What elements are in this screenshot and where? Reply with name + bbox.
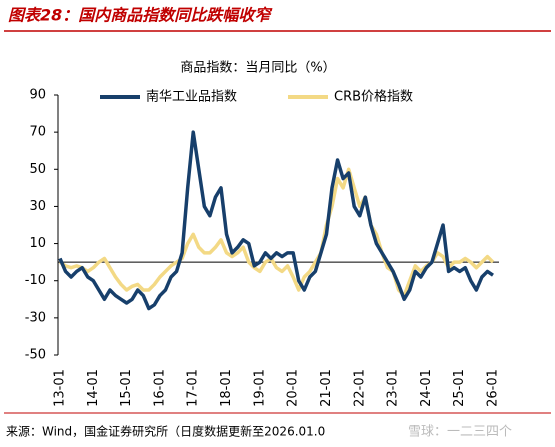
x-tick-label: 18-01 <box>219 369 234 407</box>
x-tick-label: 19-01 <box>252 369 267 407</box>
series-line <box>59 167 495 298</box>
x-tick-label: 17-01 <box>186 369 201 407</box>
y-tick-label: 50 <box>29 162 46 177</box>
legend-label: 南华工业品指数 <box>146 89 237 105</box>
y-tick-label: 90 <box>29 88 46 103</box>
x-tick-label: 20-01 <box>286 369 301 407</box>
x-tick-label: 23-01 <box>386 369 401 407</box>
x-tick-label: 22-01 <box>352 369 367 407</box>
y-tick-label: 30 <box>29 199 46 214</box>
series-line <box>58 130 494 311</box>
y-tick-label: -30 <box>25 310 46 325</box>
x-tick-label: 26-01 <box>486 369 501 407</box>
source: 来源：Wind，国金证券研究所（日度数据更新至2026.01.0 <box>6 424 325 439</box>
x-tick-label: 16-01 <box>152 369 167 407</box>
figure-title: 图表28：国内商品指数同比跌幅收窄 <box>8 6 273 25</box>
y-tick-label: -50 <box>25 348 46 363</box>
y-tick-label: 70 <box>29 125 46 140</box>
x-tick-label: 15-01 <box>119 369 134 407</box>
x-tick-label: 24-01 <box>419 369 434 407</box>
x-tick-label: 13-01 <box>53 369 68 407</box>
y-tick-label: -10 <box>25 273 46 288</box>
watermark: 雪球：一二三四个 <box>408 425 512 440</box>
x-tick-label: 21-01 <box>319 369 334 407</box>
chart-title: 商品指数：当月同比（%） <box>180 61 335 76</box>
y-tick-label: 10 <box>29 236 46 251</box>
x-tick-label: 25-01 <box>452 369 467 407</box>
legend-label: CRB价格指数 <box>334 89 413 105</box>
x-tick-label: 14-01 <box>86 369 101 407</box>
